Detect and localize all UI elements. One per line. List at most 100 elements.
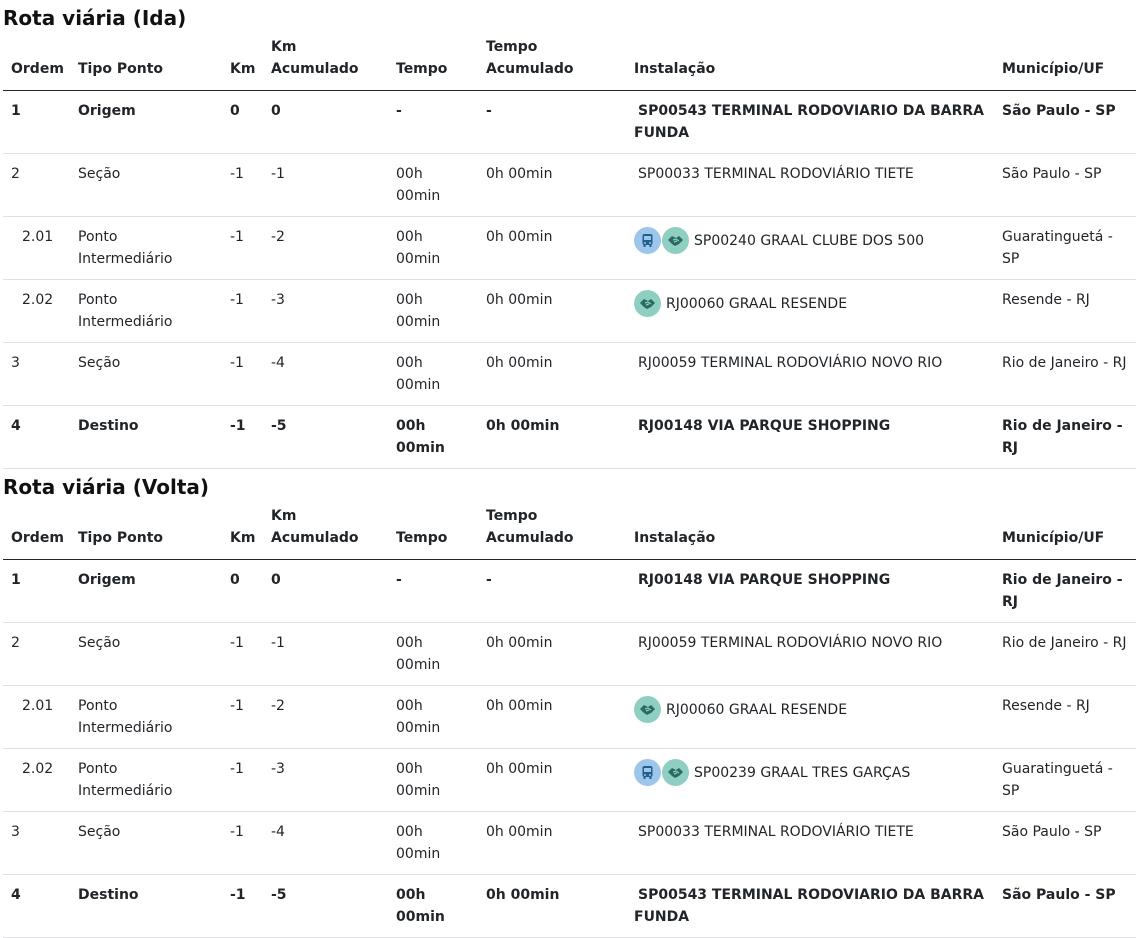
installation-name: RJ00059 TERMINAL RODOVIÁRIO NOVO RIO: [638, 635, 943, 651]
cell-tempo-acumulado: 0h 00min: [478, 811, 626, 875]
cell-instalacao: RJ00059 TERMINAL RODOVIÁRIO NOVO RIO: [626, 342, 994, 406]
cell-tempo-acumulado: 0h 00min: [478, 405, 626, 469]
cell-tipo-ponto: Ponto Intermediário: [70, 748, 222, 812]
cell-tipo-ponto: Origem: [70, 90, 222, 154]
cell-km-acumulado: -5: [263, 874, 388, 938]
table-row: 2.02 Ponto Intermediário -1 -3 00h 00min 0h 0…: [3, 279, 1136, 343]
cell-ordem: 1: [3, 559, 70, 623]
cell-instalacao: SP00240 GRAAL CLUBE DOS 500: [626, 216, 994, 280]
cell-tempo: 00h 00min: [388, 279, 478, 343]
cell-tempo: 00h 00min: [388, 216, 478, 280]
col-header-km: Km: [222, 505, 263, 560]
col-header-km: Km: [222, 36, 263, 91]
cell-tipo-ponto: Origem: [70, 559, 222, 623]
installation-name: SP00543 TERMINAL RODOVIARIO DA BARRA FUN…: [634, 887, 985, 925]
cell-ordem: 2: [3, 622, 70, 686]
cell-km-acumulado: -1: [263, 153, 388, 217]
cell-ordem: 2.01: [3, 216, 70, 280]
cell-km: 0: [222, 559, 263, 623]
cell-km-acumulado: 0: [263, 90, 388, 154]
cell-tempo: 00h 00min: [388, 342, 478, 406]
cell-municipio: Guaratinguetá - SP: [994, 748, 1136, 812]
table-row: 2.02 Ponto Intermediário -1 -3 00h 00min 0h 0…: [3, 748, 1136, 812]
col-header-ordem: Ordem: [3, 505, 70, 560]
installation-name: SP00543 TERMINAL RODOVIARIO DA BARRA FUN…: [634, 103, 985, 141]
handshake-icon: [634, 696, 661, 723]
bus-icon: [634, 227, 661, 254]
table-header-row: Ordem Tipo Ponto Km Km Acumulado Tempo Te…: [3, 36, 1136, 91]
cell-km: -1: [222, 153, 263, 217]
cell-tipo-ponto: Ponto Intermediário: [70, 685, 222, 749]
cell-km-acumulado: -3: [263, 279, 388, 343]
col-header-ordem: Ordem: [3, 36, 70, 91]
route-table-ida: Ordem Tipo Ponto Km Km Acumulado Tempo Te…: [3, 36, 1136, 469]
cell-tipo-ponto: Destino: [70, 874, 222, 938]
cell-tipo-ponto: Seção: [70, 622, 222, 686]
installation-name: RJ00060 GRAAL RESENDE: [666, 701, 848, 718]
col-header-municipio: Município/UF: [994, 36, 1136, 91]
col-header-tipo: Tipo Ponto: [70, 36, 222, 91]
installation-name: RJ00060 GRAAL RESENDE: [666, 295, 848, 312]
cell-km-acumulado: -3: [263, 748, 388, 812]
col-header-tempo-acumulado: Tempo Acumulado: [478, 36, 626, 91]
table-header-row: Ordem Tipo Ponto Km Km Acumulado Tempo Te…: [3, 505, 1136, 560]
cell-municipio: São Paulo - SP: [994, 153, 1136, 217]
installation-name: SP00033 TERMINAL RODOVIÁRIO TIETE: [638, 166, 914, 182]
cell-tempo-acumulado: 0h 00min: [478, 216, 626, 280]
table-row: 2.01 Ponto Intermediário -1 -2 00h 00min 0h 0…: [3, 685, 1136, 749]
installation-name: SP00240 GRAAL CLUBE DOS 500: [694, 232, 925, 249]
cell-municipio: São Paulo - SP: [994, 90, 1136, 154]
col-header-tempo: Tempo: [388, 505, 478, 560]
cell-municipio: Resende - RJ: [994, 279, 1136, 343]
cell-tempo: 00h 00min: [388, 405, 478, 469]
table-row: 1 Origem 0 0- - SP00543 TERMINAL RODOVIARIO D…: [3, 90, 1136, 154]
cell-km: -1: [222, 748, 263, 812]
table-row: 3 Seção -1 -4 00h 00min 0h 00min RJ00059 TERMI…: [3, 342, 1136, 406]
col-header-km-acumulado-line2: Acumulado: [271, 530, 359, 546]
col-header-km-acumulado-line2: Acumulado: [271, 61, 359, 77]
cell-ordem: 1: [3, 90, 70, 154]
col-header-tempo-acumulado-line2: Acumulado: [486, 61, 574, 77]
cell-ordem: 2.02: [3, 279, 70, 343]
cell-ordem: 4: [3, 874, 70, 938]
cell-ordem: 3: [3, 811, 70, 875]
col-header-tempo-acumulado-line2: Acumulado: [486, 530, 574, 546]
table-row: 1 Origem 0 0- - RJ00148 VIA PARQUE SHOPPING Ri…: [3, 559, 1136, 623]
cell-km-acumulado: -2: [263, 216, 388, 280]
cell-ordem: 4: [3, 405, 70, 469]
col-header-tipo: Tipo Ponto: [70, 505, 222, 560]
cell-km: -1: [222, 811, 263, 875]
cell-instalacao: RJ00060 GRAAL RESENDE: [626, 685, 994, 749]
table-row: 4 Destino -1 -5 00h 00min 0h 00min SP00543 TER…: [3, 874, 1136, 938]
cell-km: 0: [222, 90, 263, 154]
col-header-tempo-acumulado-line1: Tempo: [486, 508, 538, 524]
cell-ordem: 2.02: [3, 748, 70, 812]
route-title-ida: Rota viária (Ida): [3, 6, 187, 30]
cell-tempo: 00h 00min: [388, 685, 478, 749]
cell-tempo: -: [388, 90, 478, 154]
cell-km: -1: [222, 216, 263, 280]
cell-km-acumulado: -4: [263, 342, 388, 406]
cell-tempo-acumulado: 0h 00min: [478, 342, 626, 406]
cell-tempo: 00h 00min: [388, 874, 478, 938]
col-header-km-acumulado-line1: Km: [271, 508, 297, 524]
cell-instalacao: SP00033 TERMINAL RODOVIÁRIO TIETE: [626, 811, 994, 875]
cell-tempo-acumulado: 0h 00min: [478, 153, 626, 217]
col-header-municipio: Município/UF: [994, 505, 1136, 560]
installation-name: RJ00148 VIA PARQUE SHOPPING: [638, 418, 891, 434]
cell-tempo: 00h 00min: [388, 748, 478, 812]
cell-km: -1: [222, 405, 263, 469]
cell-tempo-acumulado: -: [478, 90, 626, 154]
route-title-volta: Rota viária (Volta): [3, 475, 210, 499]
cell-instalacao: SP00033 TERMINAL RODOVIÁRIO TIETE: [626, 153, 994, 217]
cell-ordem: 2.01: [3, 685, 70, 749]
table-row: 3 Seção -1 -4 00h 00min 0h 00min SP00033 TERMI…: [3, 811, 1136, 875]
cell-tempo: 00h 00min: [388, 622, 478, 686]
cell-tipo-ponto: Destino: [70, 405, 222, 469]
col-header-tempo-acumulado-line1: Tempo: [486, 39, 538, 55]
cell-instalacao: RJ00059 TERMINAL RODOVIÁRIO NOVO RIO: [626, 622, 994, 686]
cell-municipio: Rio de Janeiro - RJ: [994, 559, 1136, 623]
table-row: 2.01 Ponto Intermediário -1 -2 00h 00min 0h 0…: [3, 216, 1136, 280]
col-header-instalacao: Instalação: [626, 505, 994, 560]
cell-tipo-ponto: Seção: [70, 811, 222, 875]
